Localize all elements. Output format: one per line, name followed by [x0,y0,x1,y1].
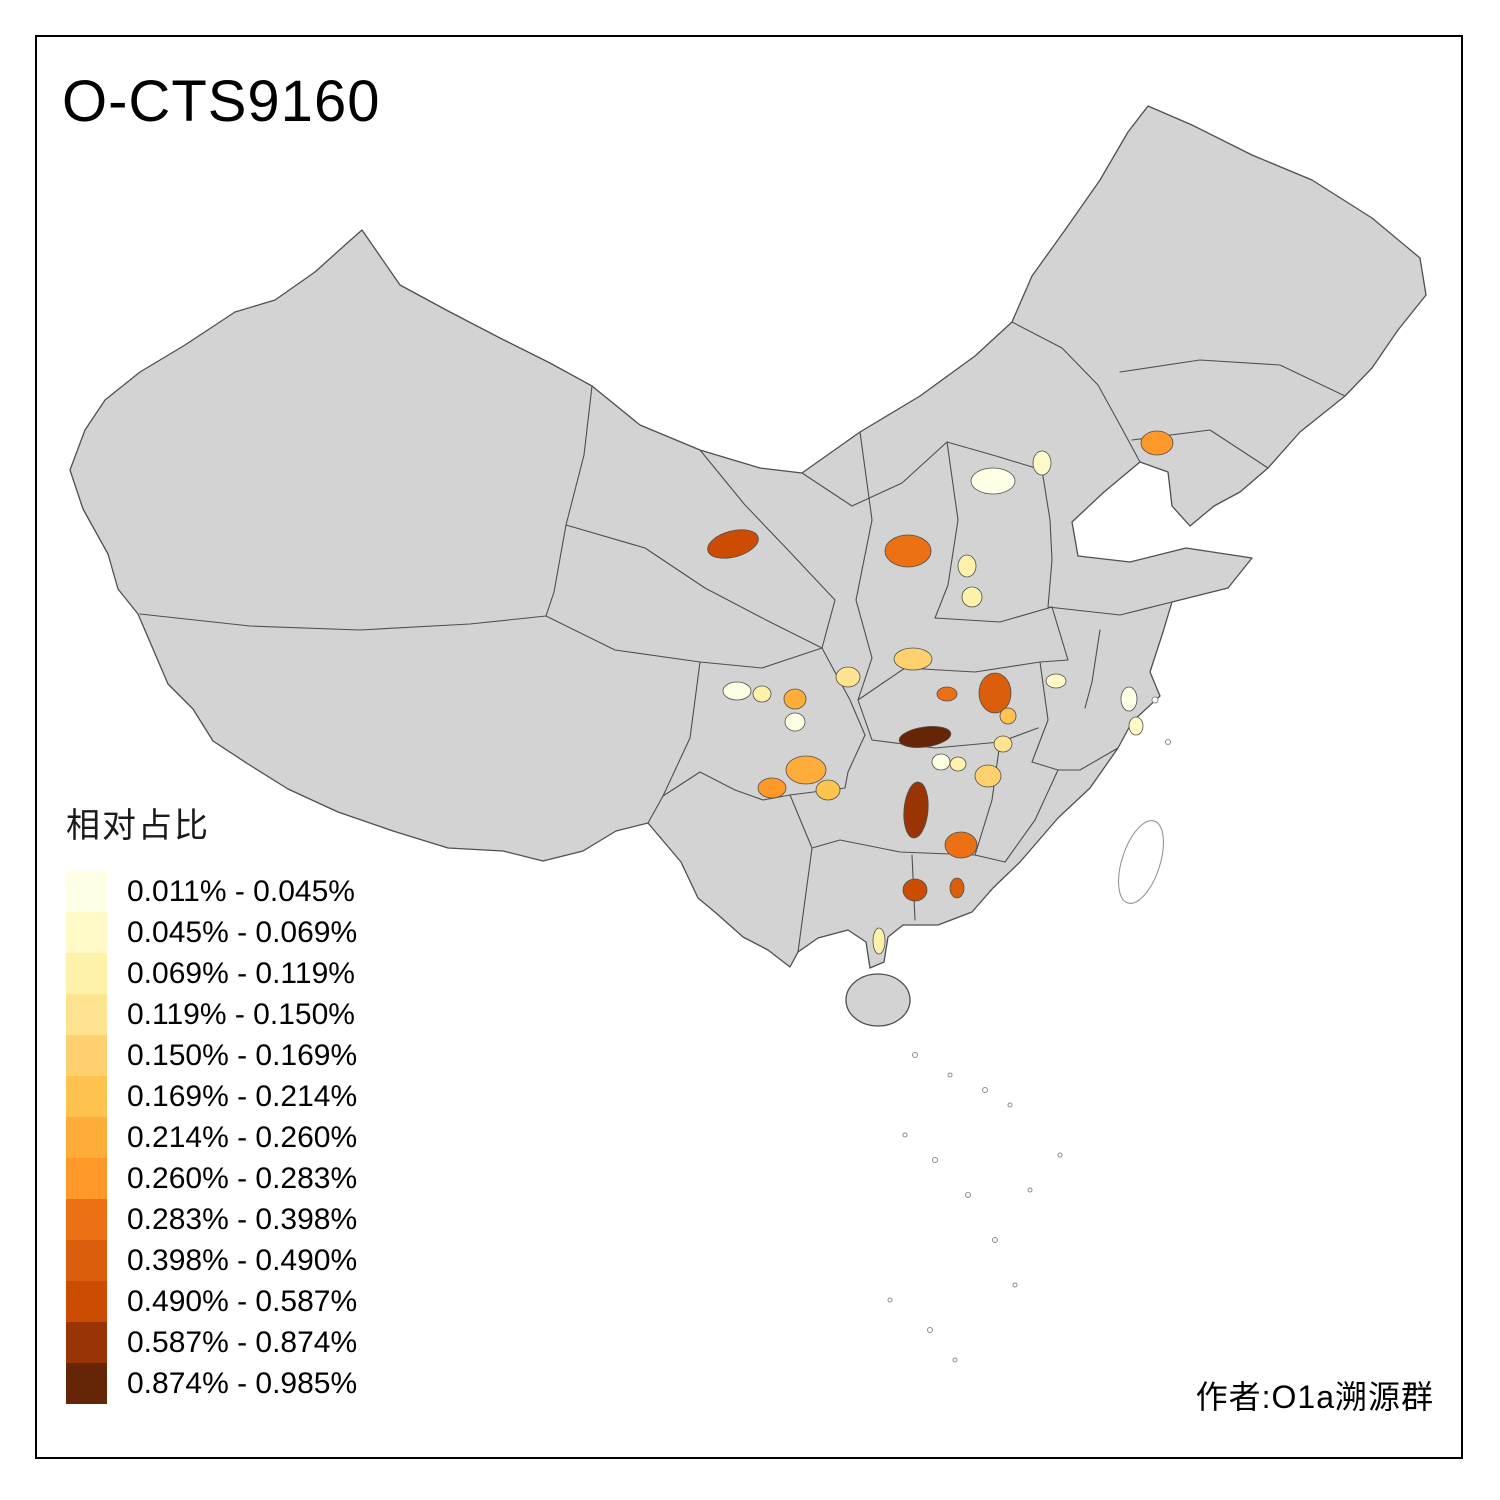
legend-item: 0.587% - 0.874% [66,1322,357,1363]
legend-swatch [66,1076,107,1117]
legend-item: 0.045% - 0.069% [66,912,357,953]
legend-swatch [66,953,107,994]
legend-swatch [66,1035,107,1076]
legend-item: 0.490% - 0.587% [66,1281,357,1322]
legend-label: 0.490% - 0.587% [127,1284,358,1318]
map-region [1045,673,1067,689]
legend-label: 0.119% - 0.150% [127,997,355,1031]
legend-title: 相对占比 [66,807,210,845]
legend-item: 0.214% - 0.260% [66,1117,357,1158]
legend-swatch [66,1240,107,1281]
map-region [1128,716,1144,736]
map-region [936,686,958,702]
legend-item: 0.011% - 0.045% [66,871,357,912]
legend-swatch [66,1158,107,1199]
legend-item: 0.150% - 0.169% [66,1035,357,1076]
map-region [949,877,965,899]
legend-item: 0.874% - 0.985% [66,1363,357,1404]
legend-label: 0.283% - 0.398% [127,1202,358,1236]
legend-item: 0.260% - 0.283% [66,1158,357,1199]
map-region [957,554,977,578]
legend-item: 0.169% - 0.214% [66,1076,357,1117]
plot-border [35,35,1463,1459]
legend-swatch [66,871,107,912]
legend-swatch [66,1281,107,1322]
map-region [993,735,1013,753]
taiwan-island [1118,820,1164,904]
legend-item: 0.069% - 0.119% [66,953,357,994]
map-region [872,927,886,955]
map-region [970,467,1016,495]
legend-label: 0.260% - 0.283% [127,1161,358,1195]
province-borders [139,321,1346,953]
legend-item: 0.283% - 0.398% [66,1199,357,1240]
legend-label: 0.398% - 0.490% [127,1243,358,1277]
map-region [835,666,861,688]
map-region [978,672,1012,714]
map-region [785,755,827,785]
legend-swatch [66,1117,107,1158]
legend-label: 0.587% - 0.874% [127,1325,358,1359]
map-region [974,764,1002,788]
map-region [898,726,952,748]
legend-label: 0.011% - 0.045% [127,874,355,908]
map-region [961,586,983,608]
map-region [884,534,932,568]
legend-label: 0.214% - 0.260% [127,1120,358,1154]
map-region [1120,686,1138,712]
map-region [999,707,1017,725]
legend-label: 0.150% - 0.169% [127,1038,358,1072]
legend: 相对占比 0.011% - 0.045% 0.045% - 0.069% 0.069… [66,798,357,1404]
map-region [903,781,929,839]
legend-swatch [66,1199,107,1240]
legend-swatch [66,1363,107,1404]
map-region [893,647,933,671]
map-region [944,831,978,859]
legend-label: 0.169% - 0.214% [127,1079,358,1113]
map-region [949,756,967,772]
page-title: O-CTS9160 [62,69,381,134]
map-region [784,712,806,732]
map-region [722,681,752,701]
legend-label: 0.874% - 0.985% [127,1366,358,1400]
legend-swatch [66,1322,107,1363]
map-region [815,779,841,801]
legend-items: 0.011% - 0.045% 0.045% - 0.069% 0.069% - 0… [66,871,357,1404]
author-credit: 作者:O1a溯源群 [1195,1379,1434,1415]
map-region [757,777,787,799]
map-region [783,688,807,710]
hainan-island [845,973,911,1027]
island-dots [887,696,1171,1363]
legend-swatch [66,912,107,953]
legend-item: 0.398% - 0.490% [66,1240,357,1281]
map-region [1140,430,1174,456]
colored-regions [707,430,1174,955]
legend-swatch [66,994,107,1035]
legend-label: 0.045% - 0.069% [127,915,358,949]
legend-label: 0.069% - 0.119% [127,956,355,990]
map-region [902,878,928,902]
legend-item: 0.119% - 0.150% [66,994,357,1035]
map-region [1032,450,1052,476]
map-region [707,529,759,559]
map-region [752,685,772,703]
